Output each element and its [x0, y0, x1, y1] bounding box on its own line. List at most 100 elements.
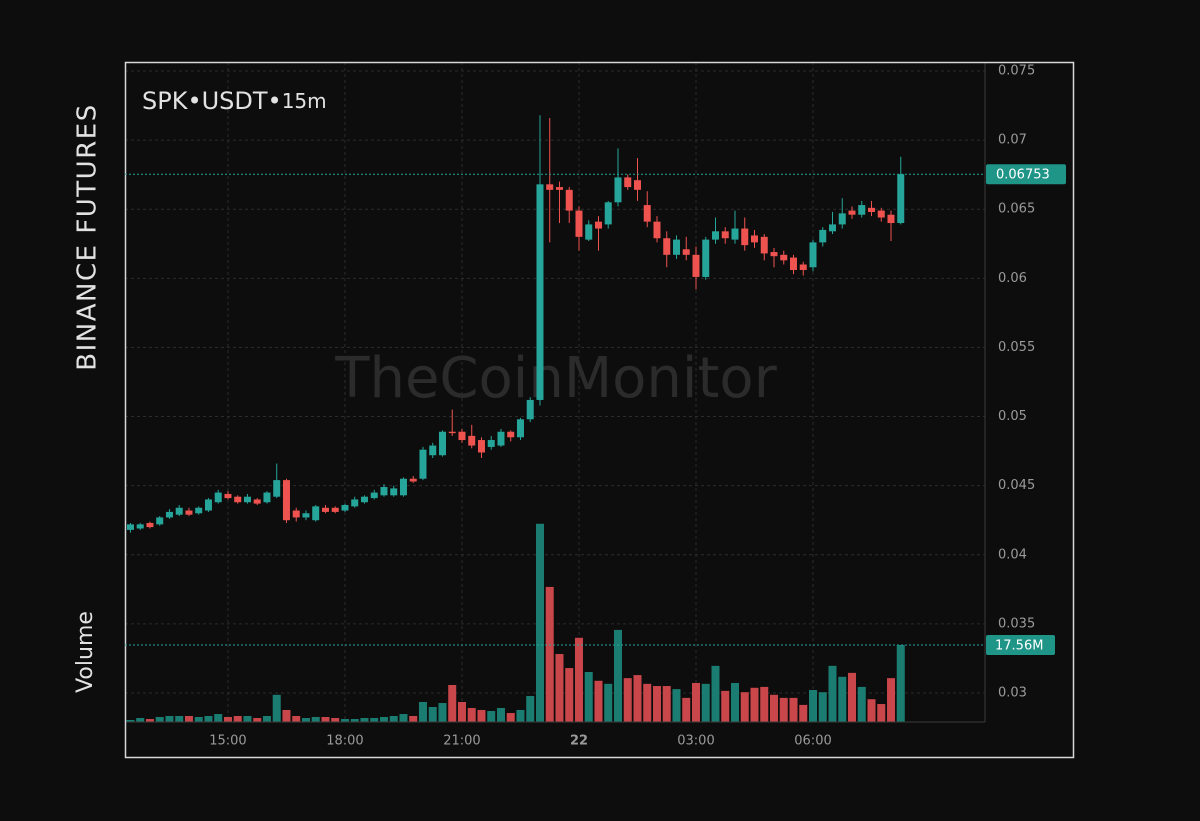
x-tick-label: 21:00: [443, 734, 480, 749]
volume-bar: [262, 715, 271, 722]
x-tick-label: 22: [570, 734, 588, 749]
volume-bar: [848, 672, 857, 722]
y-tick-label: 0.06: [998, 271, 1027, 286]
candle-body: [653, 221, 661, 239]
volume-bar: [321, 717, 330, 722]
candle-body: [848, 210, 856, 215]
volume-bar: [867, 699, 876, 722]
y-tick-label: 0.04: [998, 547, 1027, 562]
volume-bar: [155, 717, 164, 722]
candle-body: [711, 231, 719, 240]
candle-body: [204, 499, 212, 511]
volume-bar: [740, 692, 749, 722]
candle-body: [429, 445, 437, 456]
candle-body: [770, 252, 778, 257]
y-tick-label: 0.055: [998, 340, 1035, 355]
volume-bar: [389, 715, 398, 722]
candle-body: [214, 492, 222, 503]
volume-bar: [457, 702, 466, 722]
candle-body: [175, 507, 183, 515]
volume-bar: [516, 709, 525, 722]
candle-body: [575, 210, 583, 237]
candle-body: [273, 480, 281, 497]
candle-body: [419, 449, 427, 479]
candle-body: [438, 431, 446, 456]
candle-body: [341, 504, 349, 511]
candle-body: [750, 235, 758, 243]
volume-bar: [331, 718, 340, 722]
candle-body: [594, 221, 602, 229]
volume-bar: [233, 715, 242, 722]
candle-body: [234, 496, 242, 503]
candle-body: [604, 202, 612, 225]
y-tick-label: 0.07: [998, 133, 1027, 148]
candle-body: [243, 496, 251, 503]
volume-bar: [204, 715, 213, 722]
volume-bar: [828, 665, 837, 722]
volume-bar: [691, 682, 700, 722]
candle-body: [624, 177, 632, 188]
volume-bar: [809, 689, 817, 722]
volume-bar: [350, 719, 359, 722]
candle-body: [546, 184, 554, 190]
candle-body: [555, 187, 563, 190]
candle-body: [858, 205, 866, 215]
volume-bar: [311, 717, 320, 722]
volume-label: Volume: [73, 611, 98, 693]
candle-body: [331, 507, 339, 512]
x-tick-label: 18:00: [326, 734, 363, 749]
x-tick-label: 03:00: [677, 734, 714, 749]
candle-body: [507, 431, 515, 438]
last-volume-label: 17.56M: [995, 638, 1043, 653]
candle-body: [409, 478, 417, 482]
candle-body: [682, 249, 690, 255]
volume-bar: [769, 694, 778, 722]
candle-body: [731, 228, 739, 240]
y-tick-label: 0.035: [998, 616, 1035, 631]
volume-bar: [779, 697, 788, 722]
candle-body: [897, 174, 905, 224]
y-tick-label: 0.075: [998, 63, 1035, 78]
candle-body: [799, 264, 807, 271]
candle-body: [165, 511, 173, 518]
candle-body: [195, 507, 203, 514]
frame: [124, 61, 1075, 759]
candle-body: [565, 189, 573, 211]
candle-body: [809, 242, 817, 268]
volume-bar: [418, 702, 427, 722]
x-tick-label: 06:00: [794, 734, 831, 749]
candle-body: [643, 205, 651, 222]
candle-body: [819, 229, 827, 243]
y-tick-label: 0.05: [998, 409, 1027, 424]
last-volume-badge: [986, 634, 1055, 655]
volume-bar: [789, 697, 798, 722]
candle-body: [721, 231, 729, 239]
volume-bar: [574, 637, 583, 722]
volume-bar: [760, 686, 769, 722]
candle-body: [380, 487, 388, 496]
candle-body: [351, 499, 359, 507]
volume-bar: [467, 708, 476, 722]
volume-bar: [652, 686, 661, 722]
volume-bar: [565, 668, 574, 722]
candle-body: [360, 496, 368, 503]
candle-body: [458, 431, 466, 441]
volume-bar: [730, 682, 739, 722]
candle-body: [302, 513, 310, 518]
candle-body: [789, 257, 797, 271]
volume-bar: [887, 678, 896, 722]
symbol: SPK•USDT•: [142, 87, 282, 115]
volume-bar: [662, 686, 671, 722]
volume-bar: [818, 692, 827, 722]
candle-body: [370, 492, 378, 499]
candle-body: [516, 419, 524, 438]
candle-body: [887, 214, 895, 224]
candle-body: [156, 517, 164, 525]
volume-bar: [126, 719, 135, 722]
volume-bar: [292, 715, 301, 722]
volume-bar: [136, 718, 145, 722]
volume-bar: [623, 678, 632, 722]
watermark: TheCoinMonitor: [334, 346, 777, 411]
volume-bar: [857, 686, 866, 722]
